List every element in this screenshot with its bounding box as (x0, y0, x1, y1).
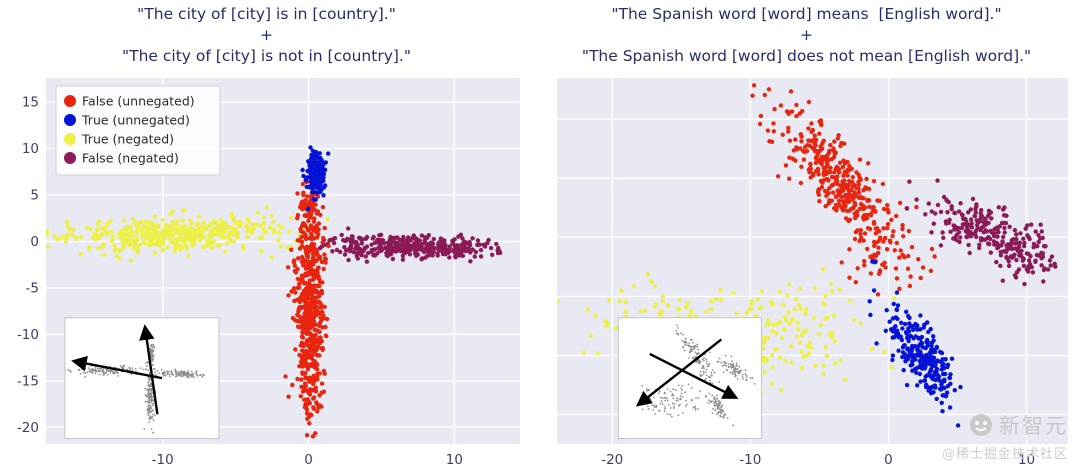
scatter-series (46, 145, 503, 439)
svg-text:10: 10 (22, 141, 39, 157)
tick-labels: -10 0 10 15 10 5 0 -5 -10 -15 -20 (17, 95, 463, 468)
scatter-false-negated-diag (904, 178, 1058, 287)
legend-marker (64, 114, 76, 126)
pca-inset (617, 317, 762, 440)
right-plot-panel: "The Spanish word [word] means [English … (533, 0, 1080, 470)
scatter-false-unnegated-top (295, 181, 327, 240)
svg-text:0: 0 (304, 452, 313, 468)
scatter-false-negated-sparse (327, 226, 360, 254)
title-line-2: "The Spanish word [word] does not mean [… (581, 47, 1032, 65)
tick-labels: -20 -10 0 10 (601, 452, 1035, 468)
inset-mini-scatter (67, 343, 205, 434)
legend-label: False (negated) (82, 151, 179, 166)
inset-direction-arrow (71, 355, 163, 380)
scatter-false-unnegated-tail (839, 229, 935, 291)
inset-direction-arrow (635, 338, 723, 407)
watermark: 新智元 @稀土掘金技术社区 (942, 410, 1068, 462)
left-plot-title: "The city of [city] is in [country]." + … (0, 0, 533, 72)
title-line-plus: + (800, 26, 813, 44)
svg-text:5: 5 (30, 188, 39, 204)
svg-text:-20: -20 (601, 452, 623, 468)
inset-direction-arrow (649, 352, 739, 399)
svg-text:-10: -10 (152, 452, 174, 468)
title-line-plus: + (260, 26, 273, 44)
left-plot-panel: "The city of [city] is in [country]." + … (0, 0, 533, 470)
svg-text:-20: -20 (17, 420, 39, 436)
scatter-false-unnegated-diag (750, 83, 937, 297)
inset-direction-arrow (139, 324, 159, 415)
legend-marker (64, 133, 76, 145)
svg-text:-15: -15 (17, 373, 39, 389)
scatter-true-unnegated-diag (867, 259, 977, 428)
svg-text:10: 10 (1018, 452, 1035, 468)
legend-label: False (unnegated) (82, 94, 195, 109)
pca-inset (64, 317, 220, 440)
svg-text:-10: -10 (739, 452, 761, 468)
legend-marker (64, 95, 76, 107)
title-line-2: "The city of [city] is not in [country].… (122, 47, 411, 65)
watermark-brand: 新智元 (999, 414, 1068, 438)
watermark-credit: @稀土掘金技术社区 (941, 447, 1068, 462)
scatter-true-negated-main (46, 207, 312, 263)
right-plot-title: "The Spanish word [word] means [English … (533, 0, 1080, 72)
svg-text:15: 15 (22, 95, 39, 111)
title-line-1: "The Spanish word [word] means [English … (611, 5, 1002, 23)
svg-text:0: 0 (30, 234, 39, 250)
svg-text:10: 10 (446, 452, 463, 468)
legend-marker (64, 152, 76, 164)
legend: False (unnegated) True (unnegated) True (n… (55, 85, 221, 176)
scatter-false-unnegated-main (283, 159, 331, 439)
title-line-1: "The city of [city] is in [country]." (137, 5, 396, 23)
legend-label: True (negated) (81, 132, 174, 147)
svg-text:-5: -5 (26, 280, 39, 296)
left-scatter-plot: -10 0 10 15 10 5 0 -5 -10 -15 -20 False (unnegated)… (17, 78, 520, 468)
svg-text:-10: -10 (17, 327, 39, 343)
scatter-true-negated-sparse (731, 267, 897, 349)
legend-label: True (unnegated) (81, 113, 190, 128)
watermark-logo-icon (969, 413, 993, 437)
scatter-true-unnegated-main (300, 145, 331, 211)
right-scatter-plot: -20 -10 0 10 (557, 78, 1068, 468)
svg-text:0: 0 (884, 452, 893, 468)
